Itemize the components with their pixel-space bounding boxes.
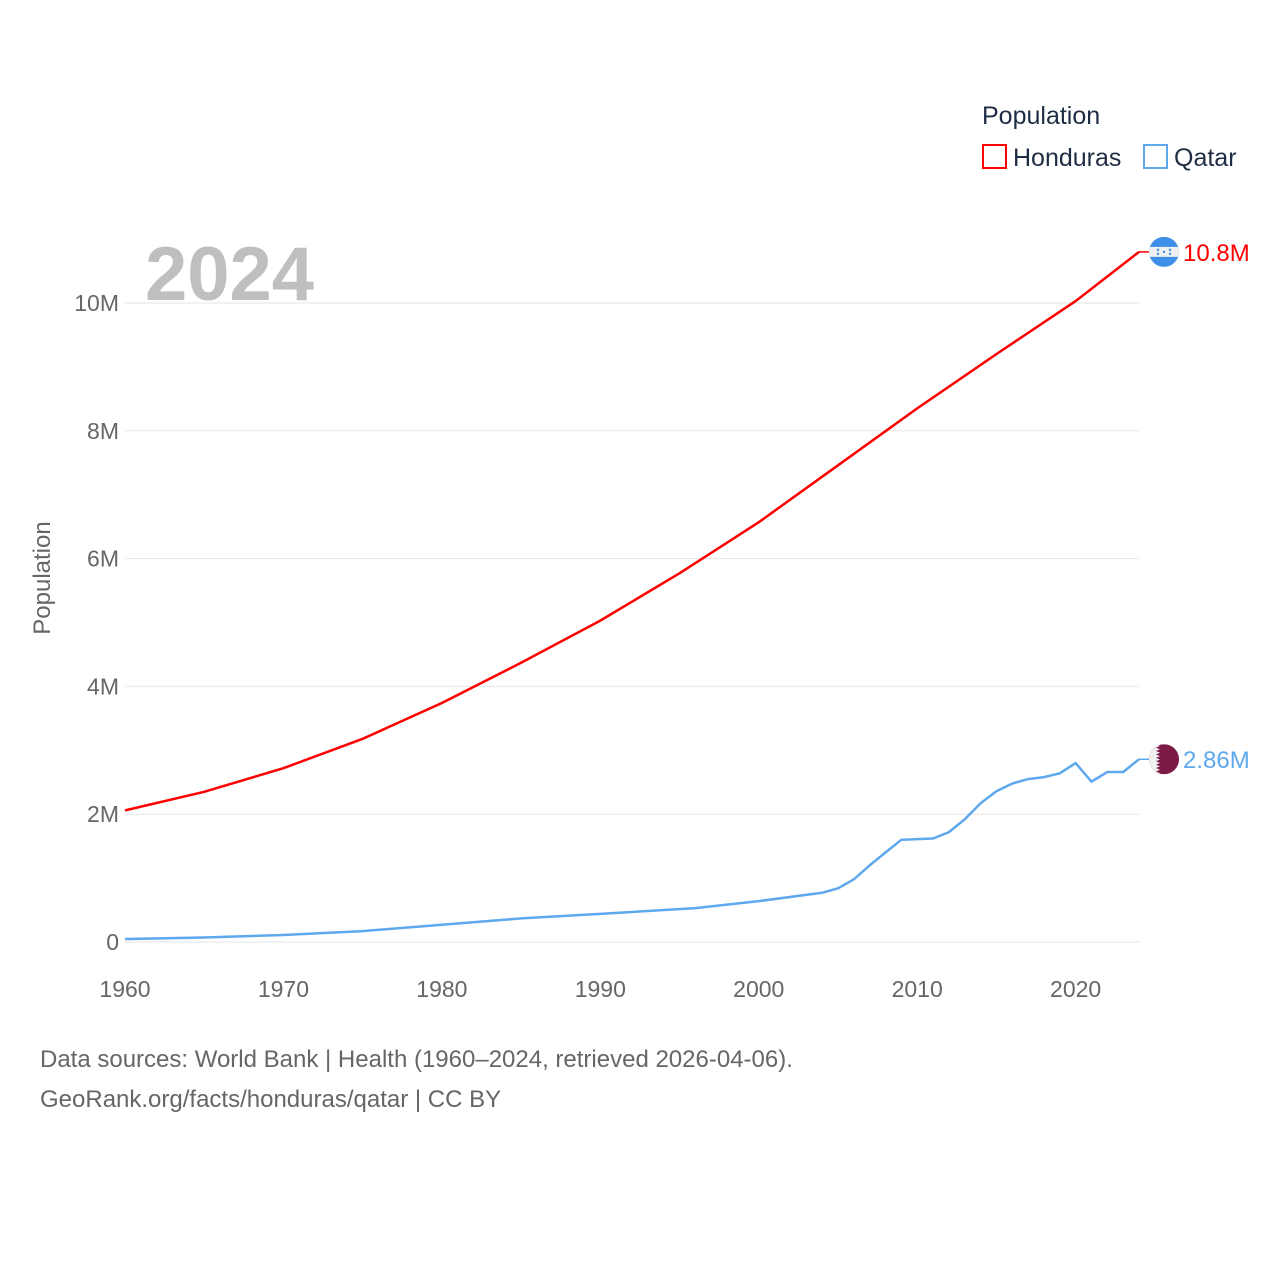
legend-label-honduras: Honduras	[1013, 144, 1121, 172]
x-tick-label: 2000	[733, 976, 784, 1002]
y-tick-label: 4M	[87, 673, 119, 699]
y-tick-label: 2M	[87, 801, 119, 827]
y-axis-label: Population	[29, 521, 56, 634]
x-tick-label: 1980	[416, 976, 467, 1002]
honduras-flag-icon	[1149, 236, 1179, 267]
legend-label-qatar: Qatar	[1174, 144, 1237, 172]
year-label: 2024	[145, 232, 314, 317]
y-tick-label: 6M	[87, 546, 119, 572]
x-tick-label: 2010	[892, 976, 943, 1002]
x-tick-label: 1970	[258, 976, 309, 1002]
series-line-qatar	[124, 758, 1140, 941]
footer-sources: Data sources: World Bank | Health (1960–…	[40, 1046, 793, 1073]
legend-item-qatar[interactable]: Qatar	[1143, 144, 1237, 172]
end-label-honduras: 10.8M	[1183, 240, 1250, 267]
y-tick-label: 0	[106, 929, 119, 955]
legend-swatch-honduras	[982, 144, 1007, 169]
footer-attribution: GeoRank.org/facts/honduras/qatar | CC BY	[40, 1086, 502, 1113]
legend-swatch-qatar	[1143, 144, 1168, 169]
series-line-honduras	[124, 250, 1140, 812]
y-tick-label: 10M	[74, 290, 119, 316]
legend-title: Population	[982, 102, 1100, 130]
x-tick-label: 2020	[1050, 976, 1101, 1002]
qatar-flag-icon	[1149, 744, 1179, 775]
legend-item-honduras[interactable]: Honduras	[982, 144, 1121, 172]
y-tick-label: 8M	[87, 418, 119, 444]
x-tick-label: 1990	[575, 976, 626, 1002]
x-tick-label: 1960	[99, 976, 150, 1002]
end-label-qatar: 2.86M	[1183, 747, 1250, 774]
